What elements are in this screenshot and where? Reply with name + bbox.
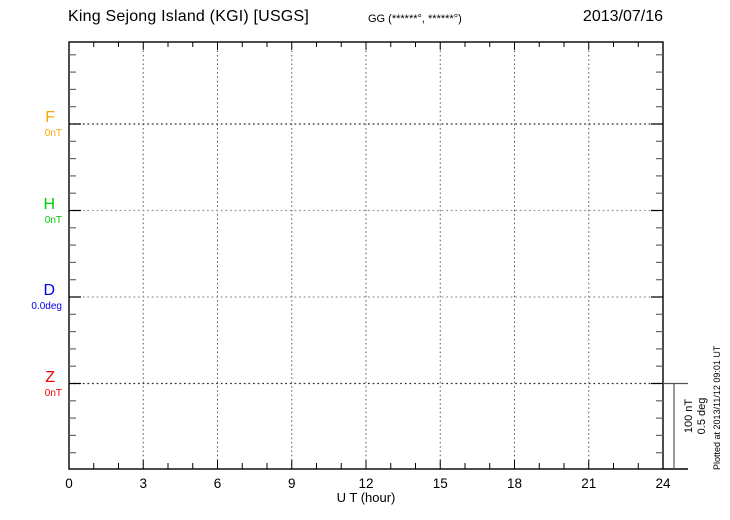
x-tick-label: 24 bbox=[655, 476, 671, 491]
page-title: King Sejong Island (KGI) [USGS] bbox=[68, 8, 309, 25]
x-gridlines bbox=[142, 42, 590, 469]
channel-baseline-value: 0nT bbox=[44, 214, 62, 226]
plotted-at-timestamp: Plotted at 2013/11/12 09:01 UT bbox=[712, 345, 722, 470]
channel-letter: Z bbox=[45, 368, 55, 386]
x-tick-label: 21 bbox=[581, 476, 596, 491]
x-tick-label: 18 bbox=[507, 476, 522, 491]
x-tick-label: 6 bbox=[214, 476, 222, 491]
channel-label-D: D 0.0deg bbox=[0, 282, 62, 313]
x-tick-label: 15 bbox=[433, 476, 448, 491]
channel-baseline-value: 0.0deg bbox=[31, 301, 62, 312]
x-tick-label: 3 bbox=[139, 476, 147, 491]
scale-bar bbox=[663, 382, 688, 469]
channel-baseline-value: 0nT bbox=[44, 387, 62, 399]
channel-label-Z: Z 0nT bbox=[0, 369, 62, 400]
channel-letter: D bbox=[43, 282, 55, 299]
x-tick-label: 9 bbox=[288, 476, 296, 491]
x-ticks bbox=[93, 42, 639, 469]
y-ticks bbox=[69, 54, 663, 454]
x-axis-title: U T (hour) bbox=[336, 490, 396, 505]
channel-label-F: F 0nT bbox=[0, 109, 62, 140]
plot-border bbox=[68, 41, 664, 470]
scale-bar-label-deg: 0.5 deg bbox=[696, 397, 708, 435]
channel-baseline-value: 0nT bbox=[44, 128, 62, 139]
channel-label-H: H 0nT bbox=[0, 196, 62, 227]
scale-bar-label-nt: 100 nT bbox=[683, 398, 695, 434]
x-tick-label: 12 bbox=[358, 476, 373, 491]
channel-letter: H bbox=[43, 195, 55, 213]
channel-letter: F bbox=[45, 109, 55, 126]
x-tick-label: 0 bbox=[65, 476, 73, 491]
geographic-coordinates: GG (******°, ******°) bbox=[368, 13, 462, 25]
x-tick-labels: 0 3 6 9 12 15 18 21 24 bbox=[65, 476, 671, 491]
plot-date: 2013/07/16 bbox=[582, 8, 663, 25]
plot-frame bbox=[68, 41, 688, 470]
scale-bar-label: 100 nT 0.5 deg bbox=[683, 386, 709, 446]
